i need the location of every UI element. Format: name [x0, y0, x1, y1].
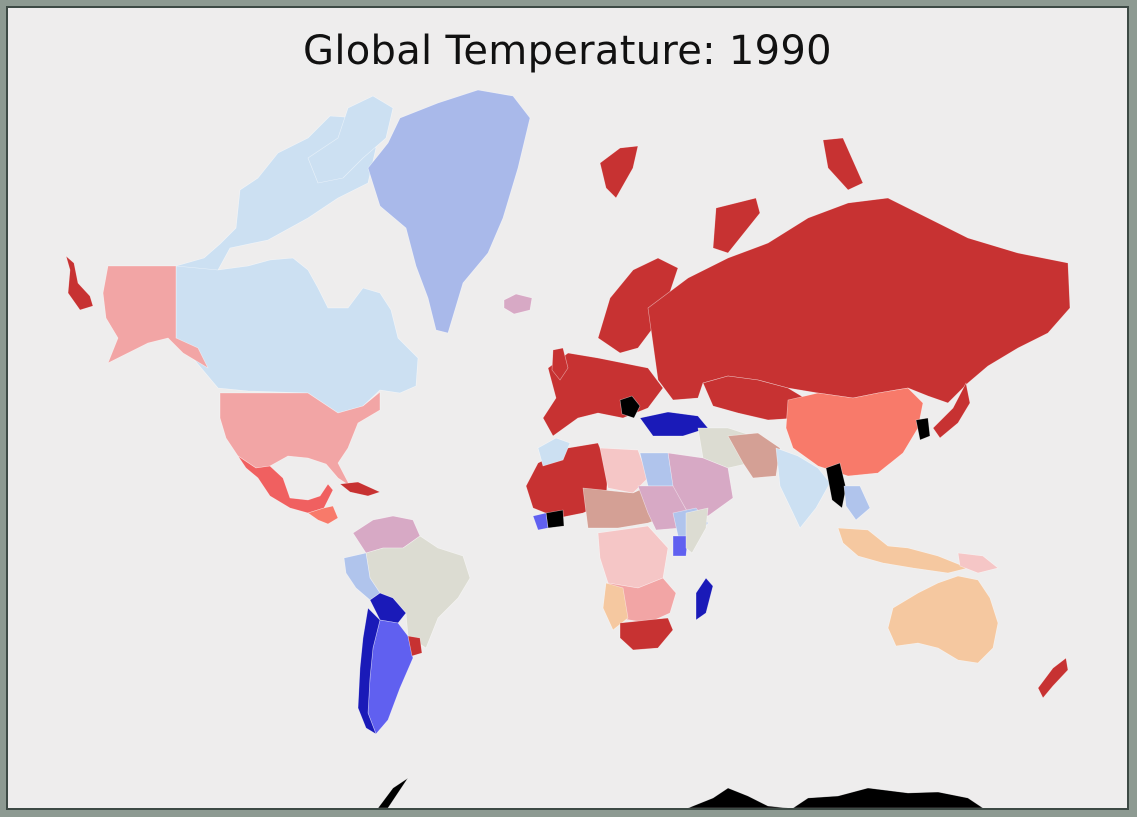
country-madagascar[interactable]	[695, 577, 714, 621]
country-west-africa-nodata[interactable]	[545, 509, 565, 529]
world-map[interactable]	[8, 8, 1127, 808]
country-uruguay[interactable]	[407, 635, 423, 657]
country-chile[interactable]	[357, 607, 381, 735]
country-new-zealand[interactable]	[1037, 657, 1069, 699]
country-indonesia[interactable]	[837, 527, 969, 574]
country-mexico[interactable]	[237, 455, 334, 514]
country-central-africa[interactable]	[597, 525, 669, 589]
country-kenya[interactable]	[672, 535, 689, 557]
country-alaska-tip[interactable]	[65, 255, 94, 311]
country-alaska-us[interactable]	[102, 265, 209, 369]
country-morocco[interactable]	[537, 437, 571, 467]
map-title: Global Temperature: 1990	[303, 28, 832, 74]
country-scandinavia[interactable]	[597, 257, 679, 354]
country-iran[interactable]	[727, 432, 781, 479]
country-russia-arctic-isles[interactable]	[712, 137, 864, 254]
country-korea-nodata[interactable]	[915, 417, 931, 441]
country-greenland[interactable]	[367, 89, 531, 334]
country-myanmar-nodata[interactable]	[825, 462, 847, 509]
country-turkey[interactable]	[639, 411, 709, 437]
country-iceland[interactable]	[503, 293, 533, 315]
country-central-america[interactable]	[307, 505, 339, 525]
region-antarctica-nodata[interactable]	[377, 777, 984, 808]
country-australia[interactable]	[887, 575, 999, 664]
country-uk[interactable]	[551, 347, 569, 381]
country-south-africa[interactable]	[619, 617, 674, 651]
country-japan[interactable]	[932, 382, 971, 439]
country-china[interactable]	[785, 387, 924, 477]
country-libya[interactable]	[599, 447, 649, 494]
country-papua[interactable]	[957, 552, 999, 574]
country-russia[interactable]	[647, 197, 1071, 404]
country-canada[interactable]	[175, 115, 419, 414]
map-frame: Global Temperature: 1990	[6, 6, 1129, 810]
country-east-africa[interactable]	[685, 507, 709, 554]
country-liberia[interactable]	[532, 512, 549, 531]
country-svalbard[interactable]	[599, 145, 639, 199]
country-india[interactable]	[775, 447, 831, 529]
country-cuba[interactable]	[339, 481, 381, 497]
country-balkans-nodata[interactable]	[619, 395, 641, 419]
country-southeast-asia[interactable]	[843, 485, 871, 521]
country-canada-arctic-islands[interactable]	[307, 95, 394, 184]
